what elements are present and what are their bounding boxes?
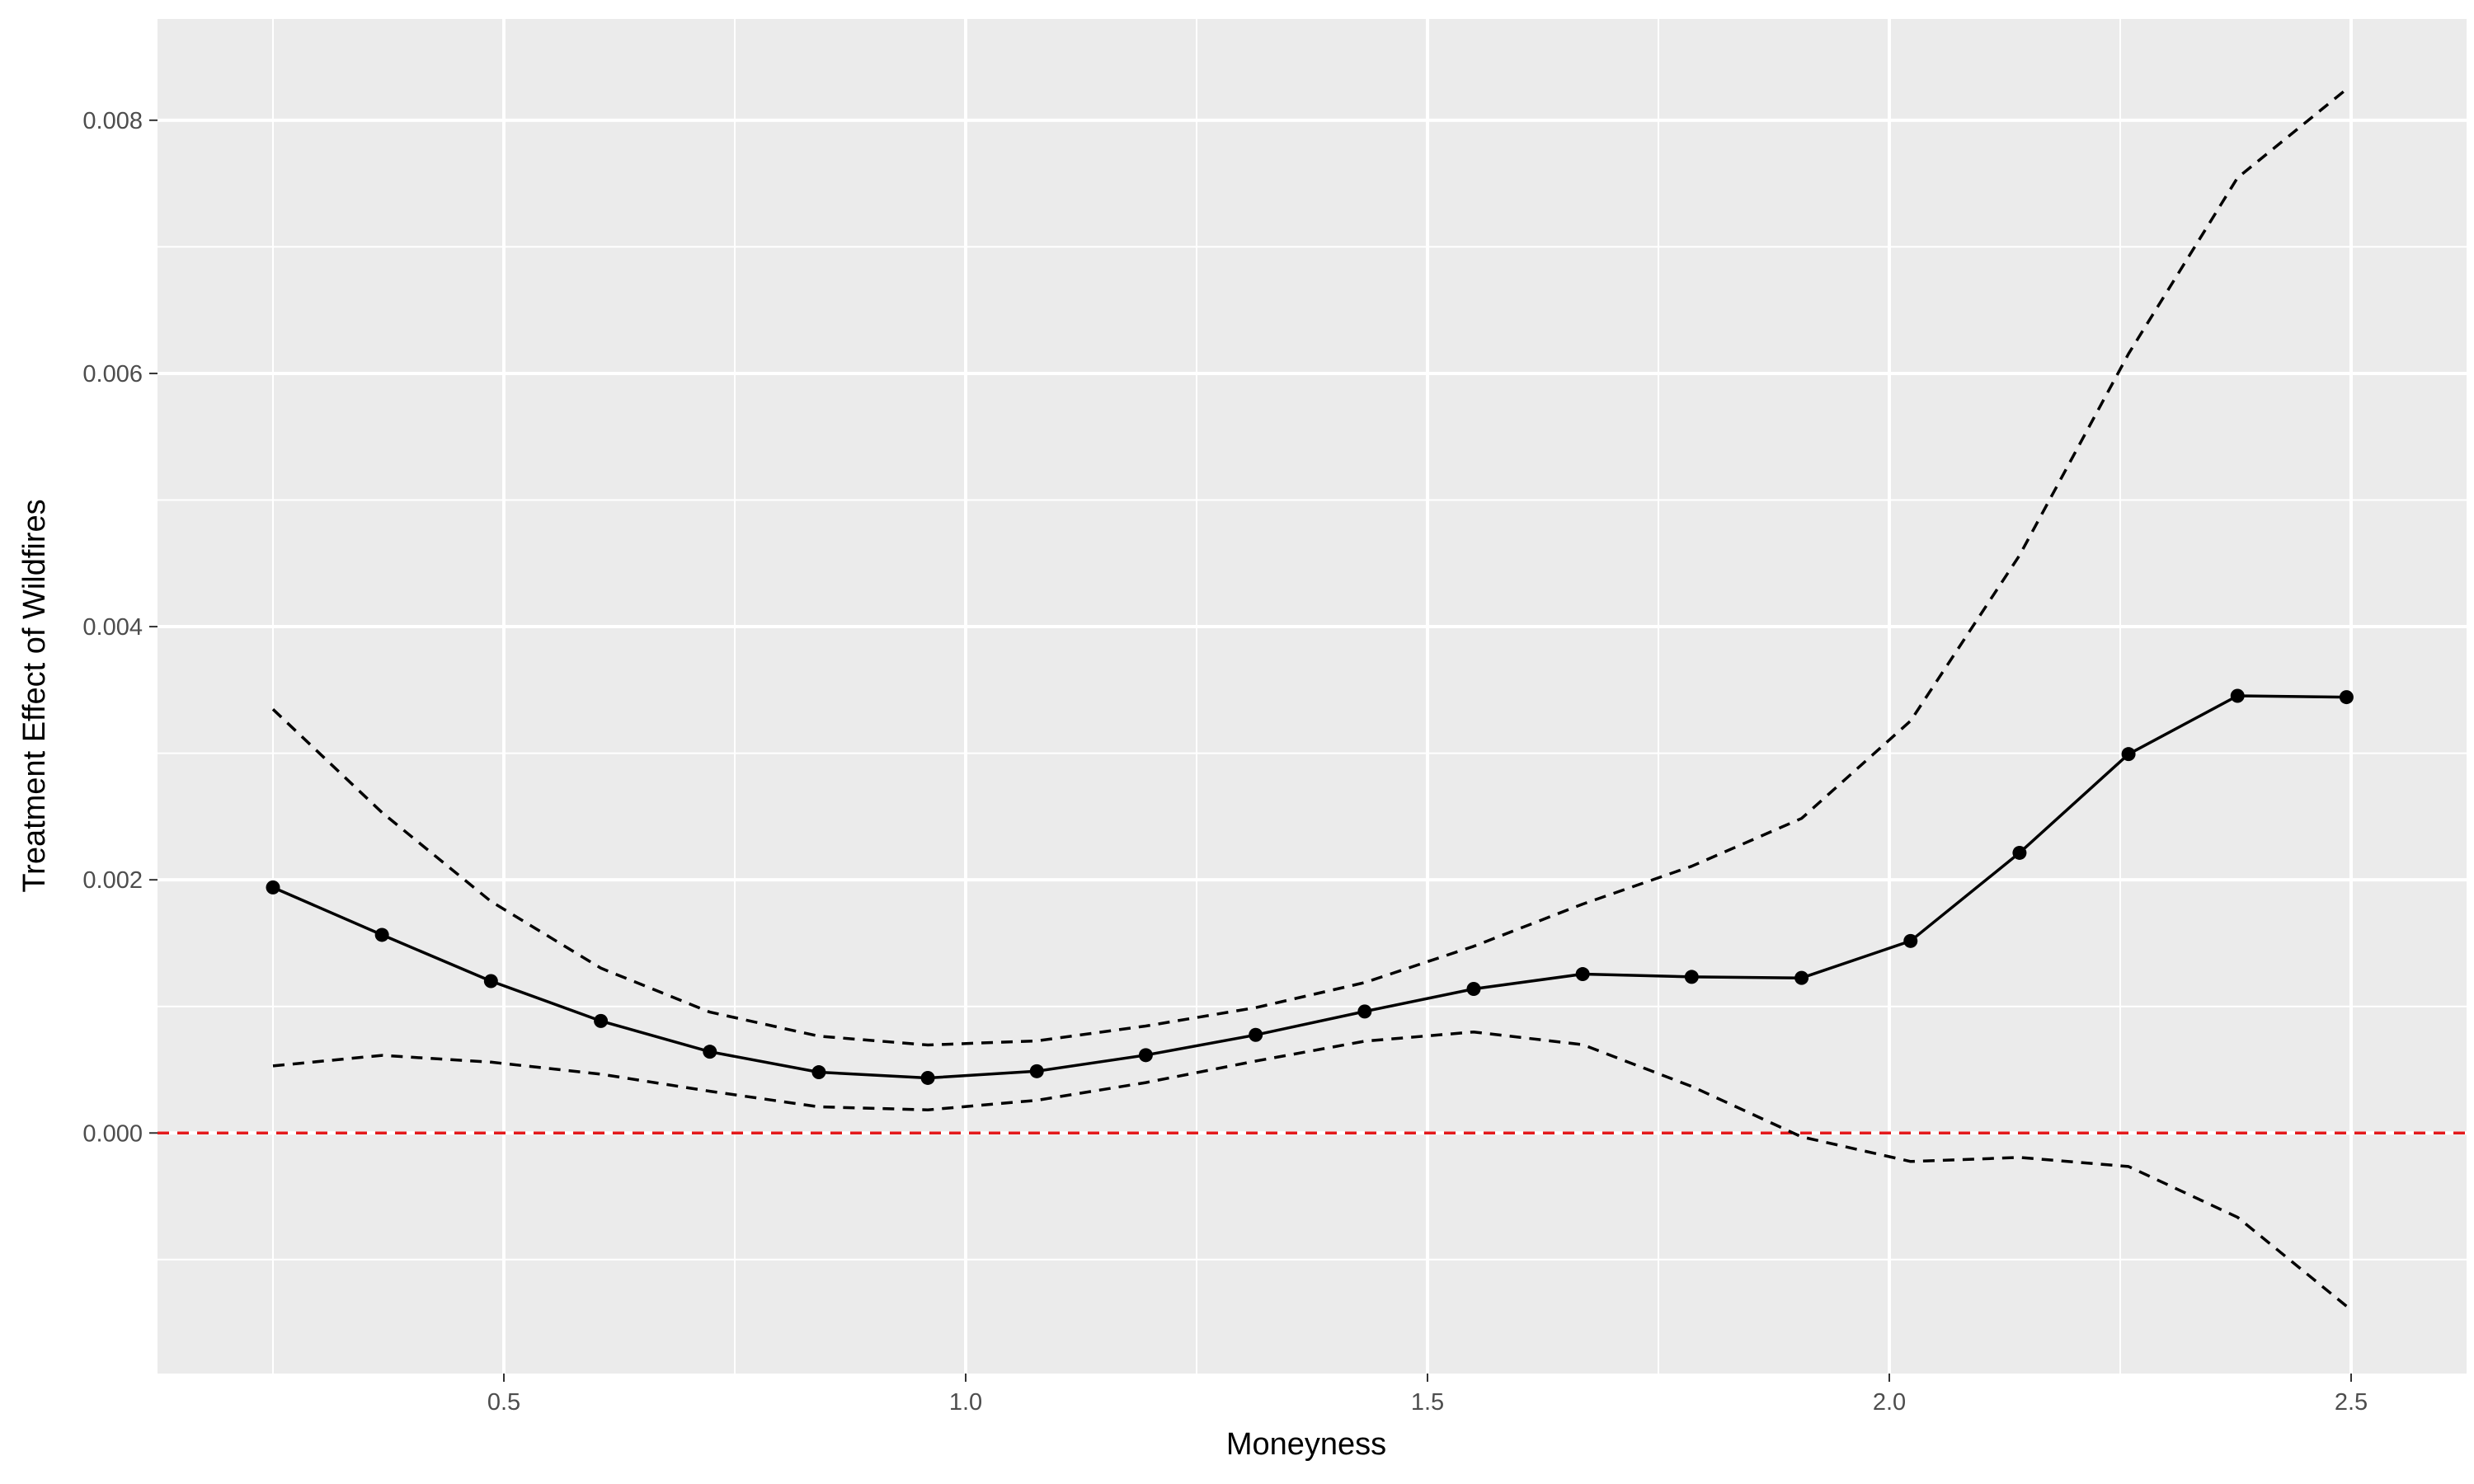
x-tick-labels: 0.5 1.0 1.5 2.0 2.5	[487, 1389, 2368, 1416]
x-axis-title: Moneyness	[1226, 1427, 1386, 1462]
y-tick-labels: 0.000 0.002 0.004 0.006 0.008	[82, 108, 143, 1147]
y-tick-label: 0.004	[82, 614, 143, 641]
grid-minor	[158, 19, 2467, 1374]
estimate-point	[483, 974, 498, 989]
x-tick-label: 2.0	[1873, 1389, 1906, 1416]
estimate-point	[2339, 690, 2354, 705]
estimate-point	[1357, 1004, 1372, 1019]
x-tick-label: 1.5	[1411, 1389, 1444, 1416]
y-axis-title: Treatment Effect of Wildfires	[17, 499, 52, 892]
x-tick-label: 2.5	[2335, 1389, 2368, 1416]
estimate-point	[594, 1013, 609, 1028]
y-tick-label: 0.006	[82, 361, 143, 387]
estimate-point	[1684, 970, 1699, 984]
estimate-point	[1794, 970, 1809, 985]
estimate-point	[2012, 845, 2027, 860]
lower-bound-line	[272, 1030, 2348, 1308]
y-tick-label: 0.002	[82, 867, 143, 894]
estimate-point	[266, 880, 280, 895]
estimate-point	[1903, 933, 1918, 948]
x-tick-label: 0.5	[487, 1389, 520, 1416]
estimate-point	[1575, 967, 1590, 982]
upper-bound-line	[271, 87, 2348, 1047]
estimate-point	[2121, 747, 2136, 762]
estimate-line	[272, 694, 2347, 1080]
estimate-point	[2230, 688, 2245, 703]
estimate-point	[920, 1070, 935, 1085]
plot-panel	[158, 19, 2467, 1374]
estimate-point	[1466, 982, 1481, 997]
y-tick-label: 0.008	[82, 108, 143, 134]
estimate-point	[1249, 1027, 1263, 1042]
axis-ticks	[149, 119, 2352, 1382]
estimate-point	[1138, 1048, 1153, 1063]
series-layer	[266, 87, 2354, 1308]
estimate-point	[811, 1065, 826, 1080]
estimate-point	[1029, 1064, 1044, 1078]
x-tick-label: 1.0	[949, 1389, 982, 1416]
estimate-point	[703, 1045, 717, 1059]
estimate-point	[374, 928, 389, 942]
y-tick-label: 0.000	[82, 1120, 143, 1147]
